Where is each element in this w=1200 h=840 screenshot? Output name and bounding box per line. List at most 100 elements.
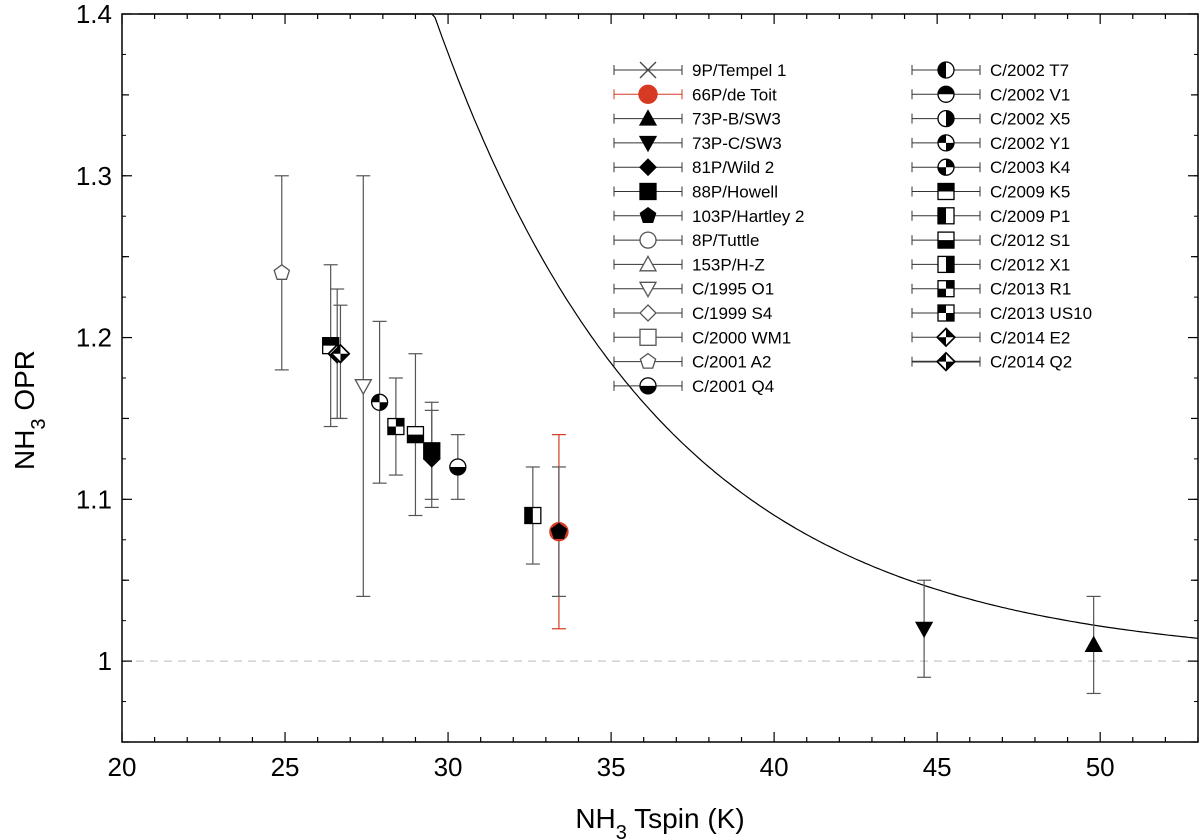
- data-point-73P-B/SW3: [1084, 635, 1103, 652]
- legend-item-C/2013 US10: C/2013 US10: [911, 304, 1092, 323]
- x-tick-label: 35: [597, 752, 626, 782]
- legend-item-C/2003 K4: C/2003 K4: [911, 158, 1070, 177]
- data-point-C/2014 Q2: [330, 343, 351, 364]
- data-point-C/2012 S1: [406, 425, 425, 444]
- axis-title-suffix: OPR: [9, 350, 40, 418]
- legend-marker: [937, 109, 955, 128]
- x-tick-label: 20: [108, 752, 137, 782]
- data-point-C/2002 Y1: [370, 393, 389, 411]
- x-tick-label: 45: [923, 752, 952, 782]
- legend-item-C/1995 O1: C/1995 O1: [613, 280, 774, 299]
- legend-label: C/2001 A2: [692, 353, 771, 372]
- legend-marker: [937, 85, 955, 103]
- legend-label: C/2002 Y1: [990, 134, 1070, 153]
- legend-label: 73P-B/SW3: [692, 110, 781, 129]
- legend-marker: [638, 281, 658, 299]
- legend-label: C/2002 T7: [990, 61, 1069, 80]
- legend-item-C/2009 K5: C/2009 K5: [911, 182, 1070, 202]
- data-point-C/2001 Q4: [449, 458, 467, 476]
- axis-title-prefix: NH: [9, 430, 40, 470]
- legend-label: C/2000 WM1: [692, 328, 791, 347]
- legend-item-73P-B/SW3: 73P-B/SW3: [613, 109, 781, 129]
- legend-item-103P/Hartley 2: 103P/Hartley 2: [613, 206, 804, 226]
- legend-item-88P/Howell: 88P/Howell: [613, 182, 778, 202]
- axis-title-prefix: NH: [575, 803, 615, 834]
- legend-label: C/2002 X5: [990, 110, 1070, 129]
- data-point-C/2009 P1: [524, 506, 542, 525]
- data-point-C/2013 R1: [387, 417, 405, 436]
- legend-marker: [639, 352, 657, 369]
- legend-label: C/2002 V1: [990, 85, 1070, 104]
- data-point-73P-C/SW3: [915, 621, 934, 639]
- legend-marker: [639, 158, 657, 177]
- legend-label: C/2013 R1: [990, 280, 1071, 299]
- model-curve: [138, 13, 1199, 639]
- legend-item-81P/Wild 2: 81P/Wild 2: [613, 158, 774, 177]
- legend-item-C/2002 T7: C/2002 T7: [911, 61, 1069, 80]
- legend-label: C/2014 E2: [990, 328, 1070, 347]
- legend-marker: [638, 84, 658, 105]
- legend-marker: [937, 304, 955, 322]
- y-axis-title: NH3 OPR: [9, 350, 50, 470]
- legend-item-C/2014 E2: C/2014 E2: [911, 327, 1070, 348]
- legend-label: C/2012 S1: [990, 231, 1070, 250]
- legend-label: C/1999 S4: [692, 304, 772, 323]
- legend-label: 73P-C/SW3: [692, 134, 782, 153]
- legend-item-9P/Tempel 1: 9P/Tempel 1: [613, 61, 787, 80]
- legend-label: 81P/Wild 2: [692, 158, 774, 177]
- legend-label: C/2009 P1: [990, 207, 1070, 226]
- y-tick-label: 1.4: [76, 0, 112, 29]
- legend: 9P/Tempel 1 66P/de Toit 73P-B/SW3 73P-C/SW3…: [613, 61, 1092, 396]
- legend-marker: [937, 182, 955, 201]
- legend-marker: [936, 351, 956, 372]
- axes-layer: 20 25 30 35 40 45 50 1 1.1 1.2 1.3 1.4: [76, 0, 1199, 782]
- legend-marker: [937, 134, 955, 152]
- y-tick-label: 1.2: [76, 323, 112, 353]
- data-point-103P/Hartley 2: [550, 522, 568, 539]
- legend-label: 8P/Tuttle: [692, 231, 759, 250]
- marker-layer: [273, 263, 1103, 652]
- legend-marker: [639, 61, 657, 79]
- legend-item-C/2009 P1: C/2009 P1: [911, 207, 1070, 226]
- legend-item-C/2001 A2: C/2001 A2: [613, 352, 771, 372]
- legend-item-73P-C/SW3: 73P-C/SW3: [613, 134, 782, 153]
- axis-title-subscript: 3: [28, 418, 50, 429]
- x-tick-label: 40: [760, 752, 789, 782]
- y-tick-label: 1.1: [76, 484, 112, 514]
- legend-marker: [638, 135, 658, 153]
- x-tick-label: 25: [271, 752, 300, 782]
- legend-item-C/1999 S4: C/1999 S4: [613, 304, 772, 323]
- y-tick-label: 1.3: [76, 161, 112, 191]
- legend-item-153P/H-Z: 153P/H-Z: [613, 255, 765, 274]
- legend-item-C/2014 Q2: C/2014 Q2: [911, 351, 1072, 372]
- legend-item-C/2001 Q4: C/2001 Q4: [613, 377, 774, 396]
- legend-marker: [937, 207, 955, 225]
- legend-label: C/2014 Q2: [990, 353, 1072, 372]
- legend-marker: [937, 231, 955, 249]
- legend-label: C/1995 O1: [692, 280, 774, 299]
- legend-item-C/2012 S1: C/2012 S1: [911, 231, 1070, 250]
- x-tick-label: 30: [434, 752, 463, 782]
- legend-marker: [937, 255, 955, 274]
- legend-label: C/2013 US10: [990, 304, 1092, 323]
- legend-marker: [639, 206, 657, 223]
- legend-item-C/2012 X1: C/2012 X1: [911, 255, 1070, 274]
- data-point-C/1995 O1: [354, 379, 373, 396]
- legend-marker: [936, 327, 956, 348]
- legend-marker: [638, 109, 658, 126]
- legend-marker: [639, 377, 657, 395]
- x-tick-label: 50: [1086, 752, 1115, 782]
- legend-label: C/2009 K5: [990, 183, 1070, 202]
- legend-label: 103P/Hartley 2: [692, 207, 804, 226]
- legend-marker: [638, 255, 658, 272]
- legend-marker: [639, 328, 657, 346]
- x-axis-title: NH3 Tspin (K): [575, 803, 744, 840]
- legend-label: 9P/Tempel 1: [692, 61, 787, 80]
- legend-item-C/2002 Y1: C/2002 Y1: [911, 134, 1070, 153]
- legend-label: C/2003 K4: [990, 158, 1070, 177]
- legend-marker: [937, 280, 955, 298]
- data-point-88P/Howell: [423, 442, 441, 460]
- legend-label: C/2012 X1: [990, 255, 1070, 274]
- legend-marker: [639, 182, 657, 201]
- legend-item-C/2000 WM1: C/2000 WM1: [613, 328, 791, 347]
